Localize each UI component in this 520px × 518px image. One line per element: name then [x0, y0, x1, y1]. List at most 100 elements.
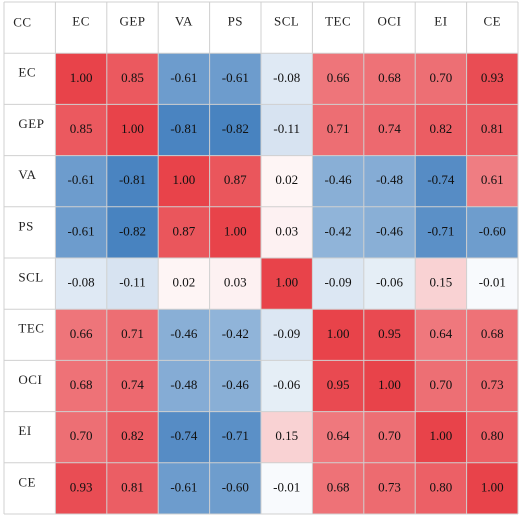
cell-value-label: 0.85 [121, 70, 144, 85]
cell-value-label: 0.66 [70, 326, 93, 341]
heatmap-cell-oci-tec [312, 360, 364, 412]
heatmap-cell-oci-ce [466, 360, 518, 412]
cell-value-label: -0.06 [376, 275, 404, 290]
column-header-ps: PS [228, 13, 243, 28]
column-header-scl: SCL [274, 13, 299, 28]
cell-value-label: -0.81 [170, 121, 197, 136]
cell-value-label: 0.03 [224, 275, 247, 290]
cell-value-label: 0.87 [173, 223, 196, 238]
heatmap-cell-oci-ec [55, 360, 107, 412]
cell-value-label: 0.81 [481, 121, 504, 136]
cell-value-label: 0.71 [327, 121, 350, 136]
heatmap-cell-va-tec [312, 155, 364, 207]
cell-value-label: 0.70 [378, 428, 401, 443]
heatmap-cell-tec-ei [415, 309, 467, 361]
heatmap-cell-oci-scl [261, 360, 313, 412]
cell-value-label: 0.80 [481, 428, 504, 443]
heatmap-cell-ps-va [158, 206, 210, 258]
heatmap-cell-ec-oci [363, 53, 416, 105]
heatmap-cell-scl-ce [466, 258, 518, 310]
cell-value-label: -0.82 [222, 121, 249, 136]
cell-value-label: 0.87 [224, 172, 247, 187]
cell-value-label: -0.46 [325, 172, 353, 187]
heatmap-cell-ei-ei [415, 411, 467, 463]
cell-value-label: -0.46 [170, 326, 198, 341]
cell-value-label: 0.70 [70, 428, 93, 443]
heatmap-cell-ce-ei [415, 462, 467, 514]
heatmap-cell-ei-va [158, 411, 210, 463]
cell-value-label: -0.42 [325, 223, 352, 238]
heatmap-cell-ei-gep [106, 411, 159, 463]
heatmap-cell-gep-gep [106, 104, 159, 156]
heatmap-cell-ei-tec [312, 411, 364, 463]
cell-value-label: -0.48 [170, 377, 197, 392]
heatmap-cell-gep-oci [363, 104, 416, 156]
cell-value-label: 0.73 [378, 479, 401, 494]
cell-value-label: -0.11 [119, 275, 146, 290]
heatmap-cell-scl-ei [415, 258, 467, 310]
heatmap-cell-ei-ce [466, 411, 518, 463]
heatmap-cell-tec-scl [261, 309, 313, 361]
cell-value-label: 1.00 [121, 121, 144, 136]
heatmap-cell-ec-ec [55, 53, 107, 105]
heatmap-cell-scl-ec [55, 258, 107, 310]
cell-value-label: -0.60 [222, 479, 249, 494]
heatmap-cell-scl-tec [312, 258, 364, 310]
cell-value-label: 0.95 [378, 326, 401, 341]
row-header-gep: GEP [18, 116, 44, 131]
cell-value-label: -0.81 [119, 172, 146, 187]
cell-value-label: 0.02 [173, 275, 196, 290]
cell-value-label: 0.15 [275, 428, 298, 443]
cell-value-label: 1.00 [275, 275, 298, 290]
cell-value-label: 0.64 [327, 428, 350, 443]
cell-value-label: -0.11 [273, 121, 300, 136]
cell-value-label: -0.01 [479, 275, 506, 290]
heatmap-cell-ec-ce [466, 53, 518, 105]
cell-value-label: -0.61 [222, 70, 249, 85]
heatmap-cell-ei-oci [363, 411, 416, 463]
cell-value-label: 1.00 [430, 428, 453, 443]
heatmap-cell-va-gep [106, 155, 159, 207]
cell-value-label: -0.61 [170, 479, 197, 494]
heatmap-cell-tec-ec [55, 309, 107, 361]
heatmap-cell-ce-tec [312, 462, 364, 514]
column-header-gep: GEP [119, 13, 145, 28]
cell-value-label: 0.81 [121, 479, 144, 494]
cell-value-label: -0.46 [222, 377, 250, 392]
grid-lines [3, 1, 519, 515]
cell-value-label: 0.73 [481, 377, 504, 392]
heatmap-cell-ps-gep [106, 206, 159, 258]
heatmap-cell-ce-ec [55, 462, 107, 514]
heatmap-cell-ce-oci [363, 462, 416, 514]
heatmap-cell-ps-scl [261, 206, 313, 258]
heatmap-cell-gep-tec [312, 104, 364, 156]
heatmap-cell-tec-va [158, 309, 210, 361]
cell-value-label: 0.02 [275, 172, 298, 187]
cell-value-label: -0.06 [273, 377, 301, 392]
cell-value-label: -0.74 [170, 428, 198, 443]
cell-value-label: -0.60 [479, 223, 506, 238]
heatmap-cell-gep-ec [55, 104, 107, 156]
cell-value-label: 0.68 [481, 326, 504, 341]
heatmap-cell-ps-tec [312, 206, 364, 258]
column-header-ec: EC [72, 13, 90, 28]
column-header-ei: EI [434, 13, 447, 28]
row-header-ei: EI [18, 423, 31, 438]
heatmap-cell-scl-ps [209, 258, 261, 310]
column-header-ce: CE [483, 13, 501, 28]
row-header-oci: OCI [18, 372, 42, 387]
heatmap-cell-oci-ei [415, 360, 467, 412]
cell-value-label: -0.71 [427, 223, 454, 238]
heatmap-cell-ps-ps [209, 206, 261, 258]
column-header-oci: OCI [378, 13, 402, 28]
corner-label: CC [13, 14, 31, 29]
heatmap-cell-tec-tec [312, 309, 364, 361]
cell-value-label: -0.71 [222, 428, 249, 443]
heatmap-cell-ps-ce [466, 206, 518, 258]
heatmap-cell-ec-tec [312, 53, 364, 105]
heatmap-cell-va-va [158, 155, 210, 207]
heatmap-cell-ec-ps [209, 53, 261, 105]
heatmap-cell-va-ce [466, 155, 518, 207]
cell-value-label: 0.61 [481, 172, 504, 187]
